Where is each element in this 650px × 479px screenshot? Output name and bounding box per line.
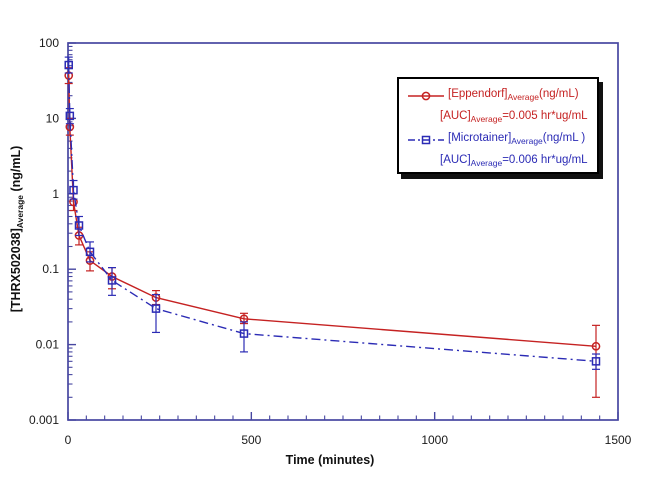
legend-label-eppendorf: [Eppendorf]Average(ng/mL) — [448, 88, 579, 102]
series-microtainer — [64, 56, 601, 370]
x-tick-label: 1500 — [605, 433, 632, 447]
y-tick-label: 10 — [46, 111, 60, 125]
y-tick-label: 0.001 — [29, 413, 59, 427]
y-axis-title: [THRX502038]Average (ng/mL) — [9, 146, 25, 313]
data-point-square — [151, 304, 161, 313]
legend-auc-label-microtainer: [AUC]Average=0.006 hr*ug/mL — [440, 154, 588, 168]
legend-auc-eppendorf: [AUC]Average=0.005 hr*ug/mL — [407, 106, 593, 128]
data-point-square — [69, 185, 78, 195]
data-point-square — [74, 221, 84, 230]
data-point-square — [85, 247, 95, 257]
legend: [Eppendorf]Average(ng/mL) [AUC]Average=0… — [397, 77, 599, 174]
x-axis-ticks: 0 500 1000 1500 — [65, 412, 632, 447]
legend-label-microtainer: [Microtainer]Average(ng/mL ) — [448, 132, 586, 146]
x-tick-label: 0 — [65, 433, 72, 447]
data-point-square — [65, 111, 75, 121]
legend-auc-microtainer: [AUC]Average=0.006 hr*ug/mL — [407, 150, 593, 172]
x-axis-title: Time (minutes) — [285, 453, 375, 467]
legend-auc-label-eppendorf: [AUC]Average=0.005 hr*ug/mL — [440, 110, 588, 124]
y-axis-title-unit: (ng/mL) — [9, 145, 23, 195]
data-point-square — [239, 329, 249, 338]
x-tick-label: 500 — [241, 433, 261, 447]
y-tick-label: 0.01 — [36, 338, 60, 352]
data-point-square — [107, 276, 117, 285]
y-axis-title-sub: Average — [15, 194, 25, 229]
x-tick-label: 1000 — [421, 433, 448, 447]
legend-entry-eppendorf: [Eppendorf]Average(ng/mL) — [407, 84, 593, 106]
microtainer-line-square-marker-icon — [407, 133, 445, 145]
data-point-square — [591, 357, 601, 366]
legend-entry-microtainer: [Microtainer]Average(ng/mL ) — [407, 128, 593, 150]
eppendorf-line-circle-marker-icon — [407, 89, 445, 101]
y-tick-label: 0.1 — [42, 262, 59, 276]
data-point-square — [64, 60, 73, 70]
y-axis-ticks: 100 10 1 0.1 0.01 0.001 — [29, 36, 76, 427]
y-axis-title-main: [THRX502038] — [9, 228, 23, 313]
y-tick-label: 1 — [52, 187, 59, 201]
data-point-circle — [591, 341, 601, 351]
y-tick-label: 100 — [39, 36, 59, 50]
